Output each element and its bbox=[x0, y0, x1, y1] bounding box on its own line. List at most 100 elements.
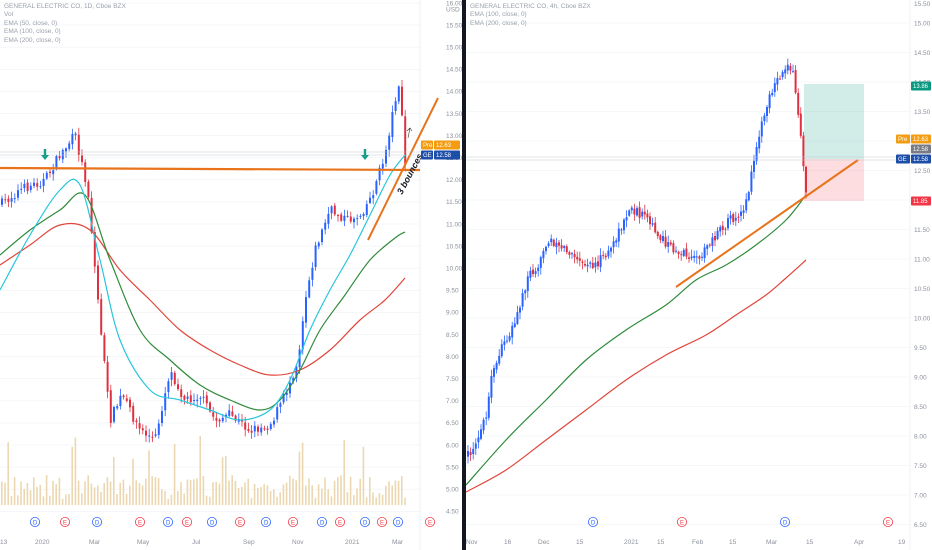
candle-body bbox=[193, 400, 195, 401]
candle-body bbox=[74, 133, 77, 136]
volume-bar bbox=[93, 487, 96, 505]
y-tick-label: 13.50 bbox=[446, 111, 462, 118]
daily-chart[interactable]: 16.0015.5015.0014.5014.0013.5013.0012.50… bbox=[0, 0, 462, 550]
candle-body bbox=[706, 245, 709, 249]
candle-body bbox=[189, 395, 192, 403]
candle-body bbox=[228, 410, 231, 416]
volume-bar bbox=[157, 478, 160, 505]
volume-bar bbox=[260, 487, 262, 505]
candle-body bbox=[519, 307, 521, 313]
volume-bar bbox=[221, 457, 224, 505]
candle-body bbox=[401, 86, 403, 116]
x-tick-label: Mar bbox=[89, 539, 101, 546]
event-marker bbox=[316, 517, 327, 528]
volume-bar bbox=[253, 483, 256, 505]
candle-body bbox=[467, 451, 469, 457]
candle-body bbox=[794, 70, 797, 93]
x-tick-label: Apr bbox=[854, 539, 865, 546]
candle-body bbox=[324, 222, 327, 230]
volume-bar bbox=[1, 481, 3, 505]
event-marker-label: D bbox=[396, 520, 401, 526]
candle-body bbox=[7, 198, 10, 202]
volume-bar bbox=[71, 447, 73, 505]
volume-bar bbox=[289, 475, 291, 505]
candle-body bbox=[269, 424, 272, 429]
y-tick-label: 15.00 bbox=[446, 45, 462, 52]
candle-body bbox=[760, 121, 763, 137]
daily-legend: GENERAL ELECTRIC CO, 1D, Cboe BZX Vol EM… bbox=[4, 3, 126, 45]
volume-bar bbox=[321, 488, 323, 505]
last-close-tag-box bbox=[911, 144, 931, 154]
candle-body bbox=[388, 135, 391, 150]
volume-bar bbox=[103, 483, 105, 505]
candle-body bbox=[565, 246, 568, 253]
candle-body bbox=[77, 134, 80, 155]
y-tick-label: 16.00 bbox=[446, 0, 462, 7]
candle-body bbox=[353, 218, 355, 223]
candle-body bbox=[241, 420, 243, 422]
candle-body bbox=[612, 241, 615, 248]
candle-body bbox=[337, 215, 339, 217]
candle-body bbox=[662, 236, 664, 241]
y-tick-label: 13.00 bbox=[446, 133, 462, 140]
candle-body bbox=[784, 69, 787, 74]
pane-divider[interactable] bbox=[462, 0, 466, 550]
volume-bar bbox=[141, 485, 144, 505]
y-tick-label: 8.00 bbox=[446, 354, 459, 361]
candle-body bbox=[701, 256, 703, 258]
four-hour-chart[interactable]: 15.0014.5014.0013.5013.0012.5012.0011.50… bbox=[466, 0, 932, 550]
candle-body bbox=[555, 242, 558, 248]
volume-bar bbox=[58, 477, 61, 505]
small-up-arrow bbox=[406, 127, 413, 139]
event-marker-label: D bbox=[264, 520, 269, 526]
candle-body bbox=[343, 215, 346, 221]
candle-body bbox=[789, 65, 792, 71]
volume-bar bbox=[132, 458, 134, 505]
volume-bar bbox=[269, 491, 272, 505]
pre-tag-value-box bbox=[911, 134, 931, 144]
candle-body bbox=[346, 215, 349, 217]
event-marker-label: E bbox=[380, 520, 384, 526]
event-marker-label: E bbox=[291, 520, 295, 526]
y-tick-label: 10.50 bbox=[914, 286, 931, 293]
candle-body bbox=[729, 215, 732, 219]
candle-body bbox=[183, 395, 186, 400]
x-tick-label: 15 bbox=[657, 539, 665, 546]
volume-bar bbox=[250, 498, 253, 505]
candle-body bbox=[93, 232, 96, 267]
candle-body bbox=[167, 381, 170, 393]
volume-bar bbox=[183, 493, 185, 505]
y-tick-label: 14.50 bbox=[914, 50, 931, 57]
candle-body bbox=[623, 219, 625, 231]
volume-bar bbox=[167, 499, 169, 505]
candle-body bbox=[745, 199, 748, 211]
candle-body bbox=[13, 198, 16, 200]
event-marker bbox=[779, 517, 790, 528]
daily-legend-ema100: EMA (100, close, 0) bbox=[4, 28, 61, 36]
candle-body bbox=[218, 419, 221, 422]
candle-body bbox=[693, 255, 696, 258]
currency-label: USD bbox=[446, 7, 460, 14]
four-hour-chart-pane[interactable]: 15.0014.5014.0013.5013.0012.5012.0011.50… bbox=[466, 0, 932, 550]
ge-tag-value-box bbox=[911, 154, 931, 164]
volume-bar bbox=[401, 476, 403, 505]
candle-body bbox=[52, 170, 55, 175]
x-tick-label: Nov bbox=[466, 539, 478, 546]
candle-body bbox=[719, 227, 722, 232]
x-tick-label: 15 bbox=[576, 539, 584, 546]
y-tick-label: 9.50 bbox=[446, 288, 459, 295]
last-close-tag: 12.58 bbox=[913, 147, 929, 153]
event-marker bbox=[162, 517, 173, 528]
volume-bar bbox=[292, 478, 294, 505]
candle-body bbox=[503, 341, 506, 345]
candle-body bbox=[356, 218, 359, 220]
volume-bar bbox=[42, 496, 45, 505]
event-marker-label: D bbox=[363, 520, 368, 526]
daily-chart-pane[interactable]: 16.0015.5015.0014.5014.0013.5013.0012.50… bbox=[0, 0, 462, 550]
volume-bar bbox=[20, 481, 22, 505]
volume-bar bbox=[33, 477, 35, 505]
candle-body bbox=[253, 425, 256, 432]
volume-bar bbox=[90, 483, 93, 505]
candle-body bbox=[485, 417, 488, 419]
volume-bar bbox=[164, 490, 166, 505]
